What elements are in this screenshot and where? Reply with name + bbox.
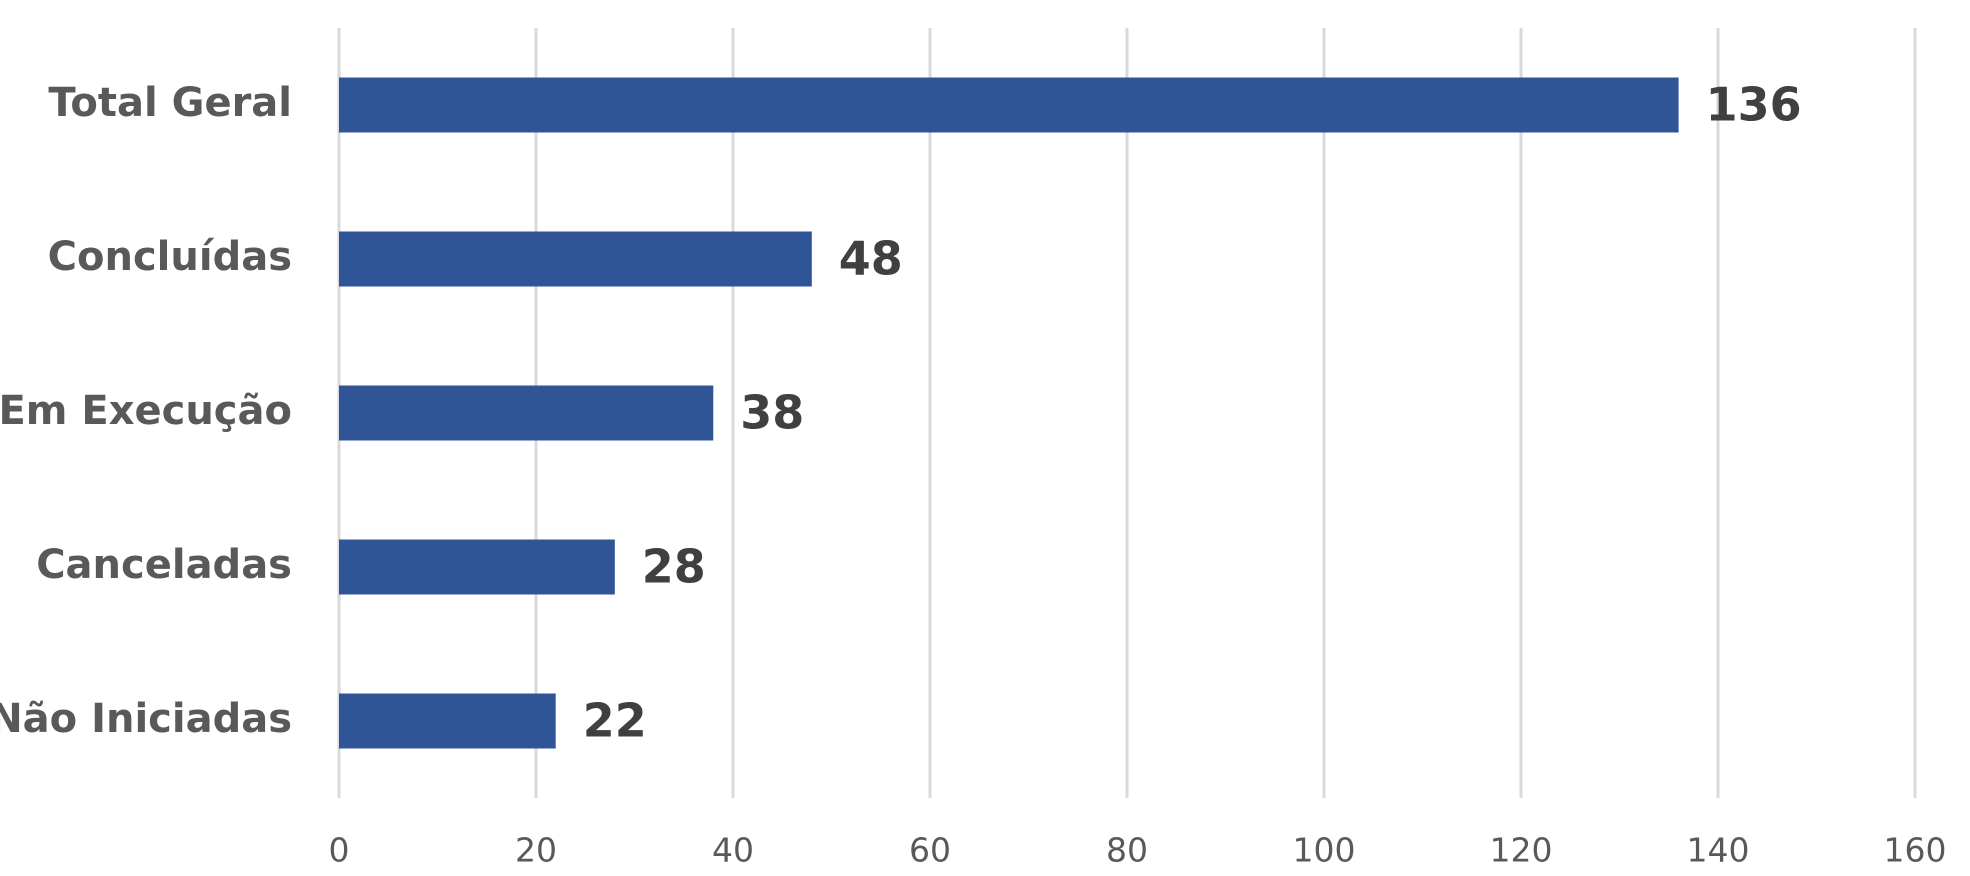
bar (339, 77, 1679, 133)
category-label: Em Execução (0, 388, 292, 434)
value-label: 48 (839, 232, 903, 286)
value-label: 22 (583, 694, 647, 748)
category-label: Concluídas (48, 234, 292, 280)
x-tick-label: 160 (1884, 831, 1947, 870)
x-tick-label: 40 (712, 831, 754, 870)
bar (339, 231, 812, 287)
value-label: 38 (740, 386, 804, 440)
value-label: 136 (1706, 78, 1802, 132)
x-tick-label: 20 (515, 831, 557, 870)
bar (339, 385, 714, 441)
x-tick-label: 120 (1490, 831, 1553, 870)
x-tick-label: 60 (909, 831, 951, 870)
x-tick-label: 140 (1687, 831, 1750, 870)
x-tick-label: 0 (329, 831, 350, 870)
bar (339, 693, 556, 749)
bar (339, 539, 615, 595)
category-label: Canceladas (36, 542, 292, 588)
category-label: Não Iniciadas (0, 696, 292, 742)
value-label: 28 (642, 540, 706, 594)
x-tick-label: 80 (1106, 831, 1148, 870)
x-tick-label: 100 (1293, 831, 1356, 870)
category-label: Total Geral (48, 80, 292, 126)
